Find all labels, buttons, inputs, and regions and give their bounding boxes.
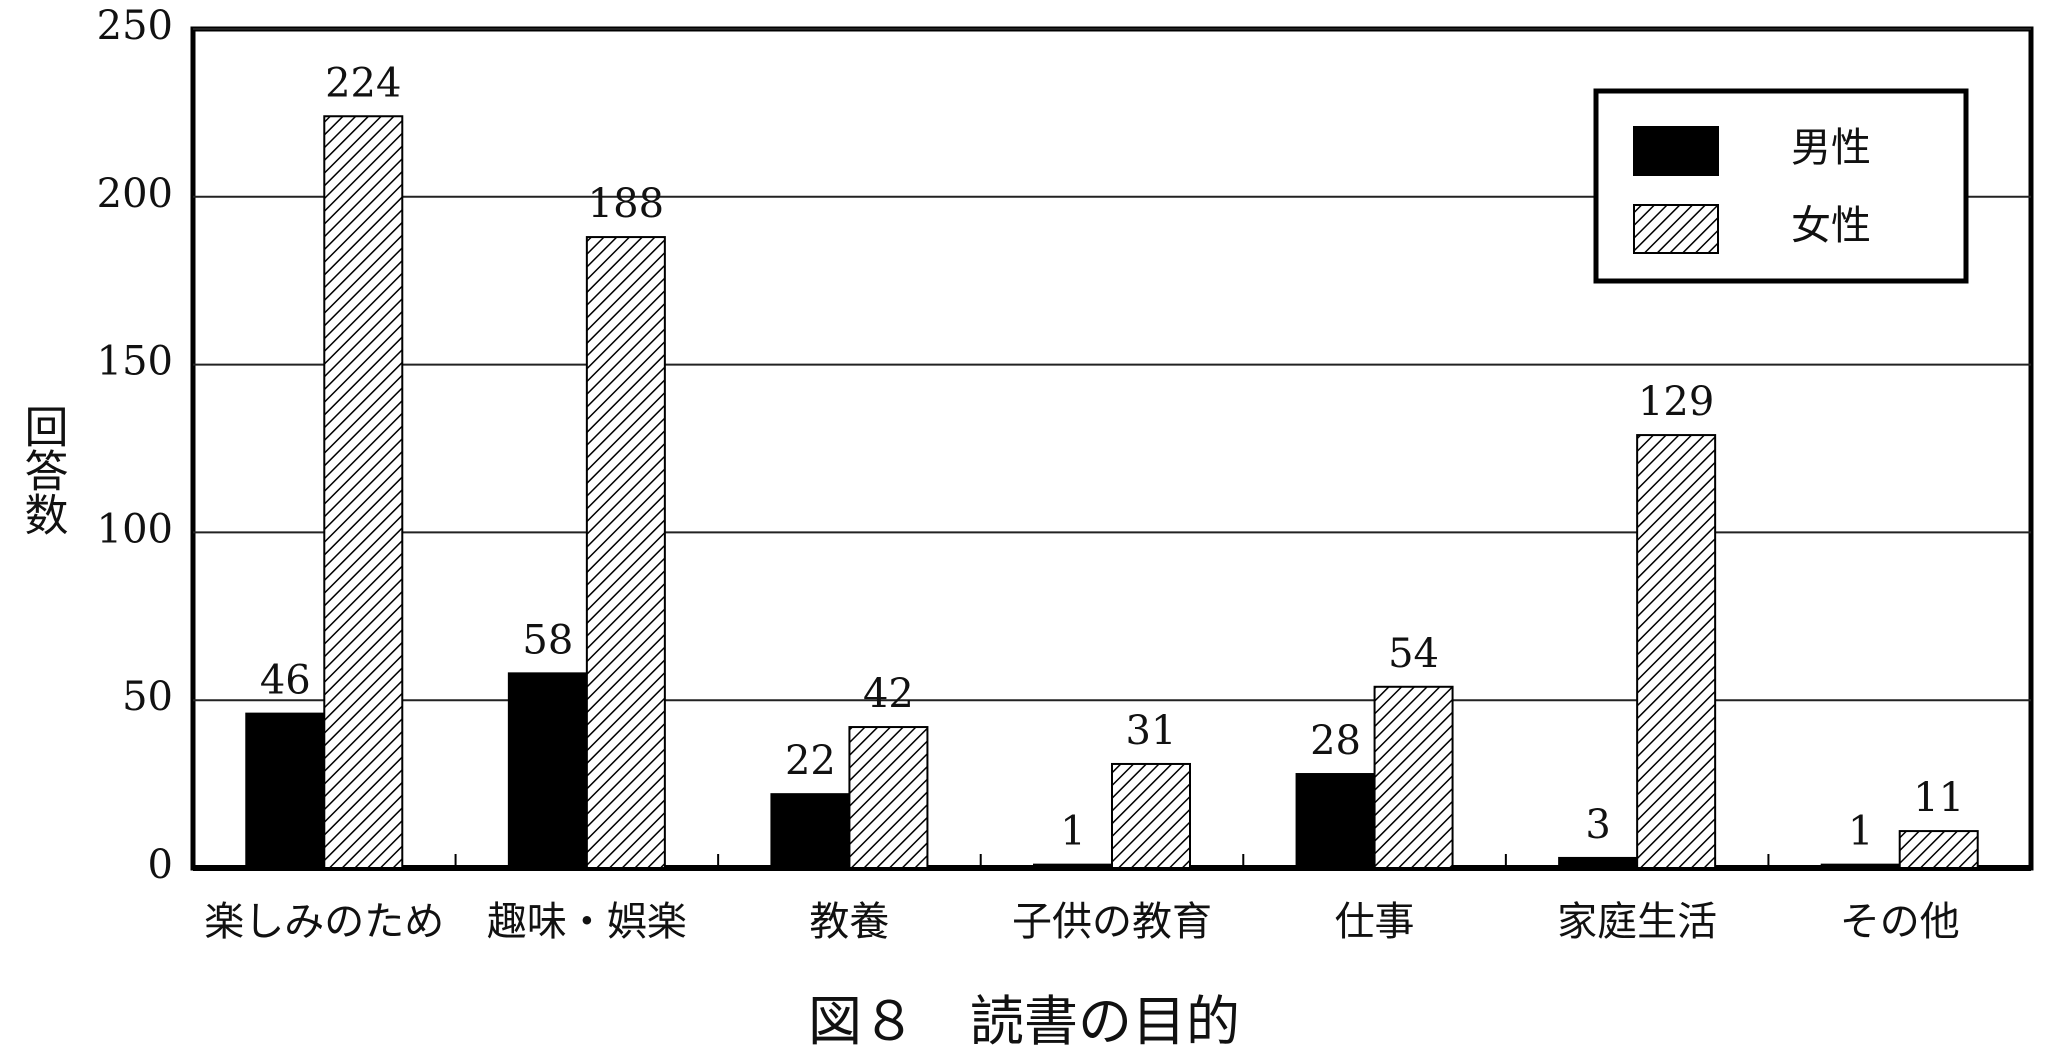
chart-title: 図８ 読書の目的 <box>808 990 1240 1053</box>
value-label: 188 <box>588 181 664 227</box>
legend-label: 男性 <box>1791 125 1871 171</box>
bar <box>1558 856 1639 870</box>
legend-swatch <box>1633 126 1719 176</box>
bar <box>1295 773 1376 869</box>
value-label: 42 <box>863 671 914 717</box>
value-label: 224 <box>325 60 401 106</box>
bar <box>1898 830 1979 869</box>
value-label: 31 <box>1126 708 1177 754</box>
x-tick-label: 楽しみのため <box>204 899 444 945</box>
bar <box>770 793 851 870</box>
bar <box>1373 685 1454 869</box>
value-label: 54 <box>1388 631 1439 677</box>
bar <box>323 115 404 870</box>
legend-swatch <box>1633 204 1719 254</box>
x-tick-label: 教養 <box>809 899 889 945</box>
bar <box>585 236 666 869</box>
value-label: 1 <box>1848 809 1873 855</box>
value-label: 11 <box>1913 775 1964 821</box>
bar <box>1820 863 1901 869</box>
bar <box>1033 863 1113 869</box>
x-tick-label: 家庭生活 <box>1557 899 1717 945</box>
bar <box>1111 762 1191 869</box>
y-tick-label: 100 <box>97 506 173 552</box>
value-label: 1 <box>1060 809 1085 855</box>
value-label: 28 <box>1310 718 1361 764</box>
y-tick-label: 250 <box>97 3 173 49</box>
bar <box>507 672 588 869</box>
value-label: 22 <box>785 738 836 784</box>
x-tick-label: 仕事 <box>1335 899 1415 945</box>
y-tick-label: 200 <box>97 171 173 217</box>
y-tick-label: 50 <box>122 674 173 720</box>
value-label: 46 <box>260 658 311 704</box>
legend-label: 女性 <box>1791 203 1871 249</box>
x-tick-label: その他 <box>1840 899 1960 945</box>
bar <box>245 712 326 870</box>
y-tick-label: 150 <box>97 339 173 385</box>
value-label: 3 <box>1585 802 1610 848</box>
x-tick-label: 趣味・娯楽 <box>487 899 687 945</box>
value-label: 58 <box>522 617 573 663</box>
x-tick-label: 子供の教育 <box>1012 899 1212 945</box>
y-tick-label: 0 <box>148 842 173 888</box>
y-axis-label: 回答数 <box>17 404 68 536</box>
bar <box>1636 434 1717 869</box>
value-label: 129 <box>1638 379 1714 425</box>
bar <box>848 726 929 869</box>
